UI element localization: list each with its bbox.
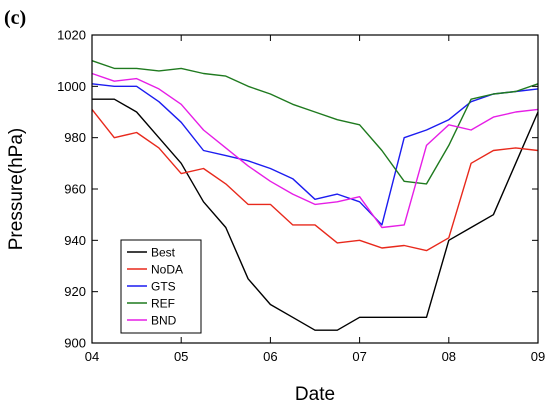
y-tick-label: 980 [64, 130, 86, 145]
y-tick-label: 900 [64, 336, 86, 351]
x-tick-label: 08 [442, 349, 456, 364]
series-layer [91, 60, 539, 331]
x-tick-label: 07 [352, 349, 366, 364]
series-line-bnd [91, 72, 539, 229]
y-tick-label: 960 [64, 182, 86, 197]
legend-label-best: Best [151, 246, 176, 260]
legend-label-noda: NoDA [151, 263, 183, 277]
y-tick-label: 920 [64, 284, 86, 299]
y-tick-label: 940 [64, 233, 86, 248]
series-line-noda [91, 108, 539, 252]
panel-label: (c) [4, 7, 26, 29]
y-tick-label: 1020 [57, 28, 86, 43]
series-line-gts [91, 83, 539, 226]
x-axis-title: Date [295, 384, 335, 405]
x-tick-label: 05 [174, 349, 188, 364]
x-tick-label: 09 [531, 349, 545, 364]
x-tick-label: 06 [263, 349, 277, 364]
legend-label-ref: REF [151, 297, 175, 311]
series-line-best [92, 98, 539, 331]
y-tick-label: 1000 [57, 79, 86, 94]
series-line-ref [91, 60, 539, 185]
legend: Best NoDA GTS REF BND [120, 239, 202, 334]
x-tick-label: 04 [85, 349, 99, 364]
legend-label-gts: GTS [151, 280, 176, 294]
y-axis-title: Pressure(hPa) [6, 128, 27, 251]
legend-label-bnd: BND [151, 314, 177, 328]
axis-layer: 04 05 06 07 08 09 900 920 940 960 980 1000 1020 [57, 28, 545, 365]
